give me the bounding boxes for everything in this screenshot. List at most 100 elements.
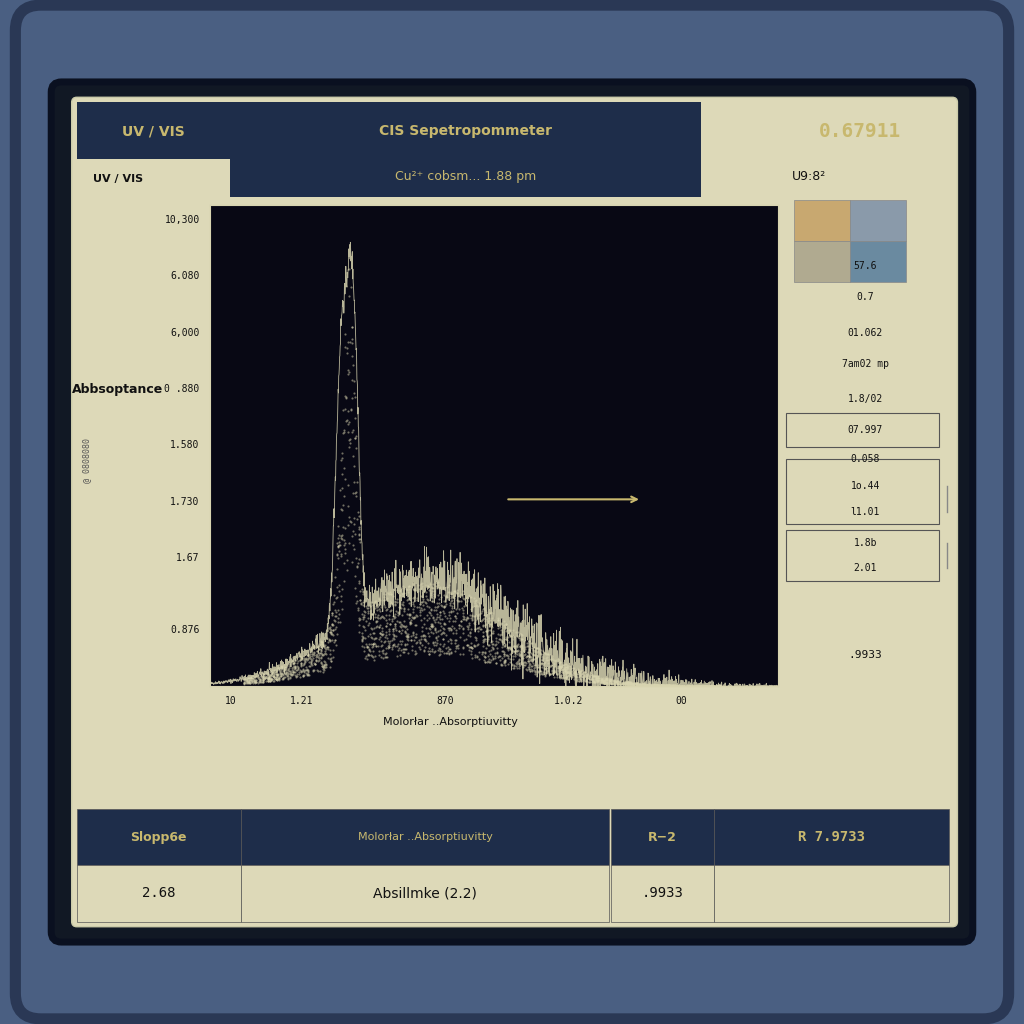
Point bbox=[564, 668, 581, 684]
Point bbox=[311, 645, 328, 662]
Point bbox=[486, 648, 503, 665]
Point bbox=[461, 587, 477, 603]
Point bbox=[329, 561, 345, 578]
Point bbox=[597, 673, 613, 689]
Point bbox=[473, 603, 489, 620]
Point bbox=[514, 655, 530, 672]
Point bbox=[325, 622, 341, 638]
Point bbox=[296, 663, 312, 679]
Point bbox=[418, 584, 434, 600]
Point bbox=[413, 607, 429, 624]
Point bbox=[456, 610, 472, 627]
Point bbox=[324, 604, 340, 621]
Point bbox=[482, 616, 499, 633]
Point bbox=[546, 665, 562, 681]
Point bbox=[541, 658, 557, 675]
Point bbox=[711, 678, 727, 694]
Point bbox=[512, 626, 528, 642]
Point bbox=[685, 678, 701, 694]
Point bbox=[632, 677, 648, 693]
Point bbox=[432, 606, 449, 623]
Point bbox=[340, 416, 356, 432]
Point bbox=[463, 589, 479, 605]
Point bbox=[468, 592, 484, 608]
Point bbox=[505, 642, 521, 658]
Point bbox=[440, 622, 457, 638]
Point bbox=[552, 662, 568, 678]
Point bbox=[584, 672, 600, 688]
Point bbox=[546, 665, 562, 681]
Point bbox=[349, 510, 366, 526]
Point bbox=[380, 638, 396, 654]
Point bbox=[628, 676, 644, 692]
Point bbox=[570, 673, 587, 689]
Point bbox=[487, 655, 504, 672]
Point bbox=[558, 658, 574, 675]
Point bbox=[332, 613, 348, 630]
Point bbox=[538, 646, 554, 663]
Point bbox=[344, 347, 360, 364]
Point bbox=[557, 670, 573, 686]
Point bbox=[257, 673, 273, 689]
Point bbox=[590, 672, 606, 688]
Point bbox=[317, 655, 334, 672]
Point bbox=[313, 654, 330, 671]
Point bbox=[454, 600, 470, 616]
Point bbox=[425, 580, 441, 596]
Point bbox=[664, 678, 680, 694]
Point bbox=[449, 626, 465, 642]
Point bbox=[269, 659, 286, 676]
Point bbox=[331, 537, 347, 553]
Point bbox=[556, 659, 572, 676]
Point bbox=[241, 674, 257, 690]
Point bbox=[423, 617, 439, 634]
Point bbox=[431, 591, 447, 607]
Point bbox=[703, 678, 720, 694]
Point bbox=[376, 592, 392, 608]
Point bbox=[344, 523, 360, 540]
Point bbox=[275, 660, 292, 677]
Point bbox=[365, 638, 381, 654]
Point bbox=[695, 678, 712, 694]
Point bbox=[587, 674, 603, 690]
Point bbox=[392, 615, 409, 632]
Point bbox=[243, 670, 259, 686]
Point bbox=[514, 631, 530, 647]
Point bbox=[316, 645, 333, 662]
Point bbox=[672, 678, 688, 694]
Point bbox=[443, 589, 460, 605]
Point bbox=[495, 639, 511, 655]
Point bbox=[255, 673, 271, 689]
Point bbox=[512, 632, 528, 648]
Point bbox=[611, 676, 628, 692]
Point bbox=[529, 649, 546, 666]
Point bbox=[469, 648, 485, 665]
Point bbox=[368, 598, 384, 614]
Point bbox=[548, 664, 564, 680]
Point bbox=[483, 642, 500, 658]
Point bbox=[365, 606, 381, 623]
Point bbox=[423, 607, 439, 624]
Point bbox=[712, 678, 728, 694]
Point bbox=[242, 675, 258, 691]
Point bbox=[712, 678, 728, 694]
Point bbox=[359, 647, 376, 664]
Point bbox=[299, 663, 315, 679]
Point bbox=[364, 606, 380, 623]
Point bbox=[262, 671, 279, 687]
Point bbox=[679, 678, 695, 694]
Point bbox=[264, 665, 281, 681]
Point bbox=[392, 600, 409, 616]
Point bbox=[263, 667, 280, 683]
Point bbox=[254, 670, 270, 686]
Point bbox=[544, 662, 560, 678]
Point bbox=[586, 668, 602, 684]
Point bbox=[604, 674, 621, 690]
Point bbox=[386, 631, 402, 647]
Point bbox=[376, 592, 392, 608]
Point bbox=[647, 677, 664, 693]
Point bbox=[239, 672, 255, 688]
Point bbox=[300, 649, 316, 666]
Point bbox=[521, 642, 538, 658]
Point bbox=[544, 657, 560, 674]
